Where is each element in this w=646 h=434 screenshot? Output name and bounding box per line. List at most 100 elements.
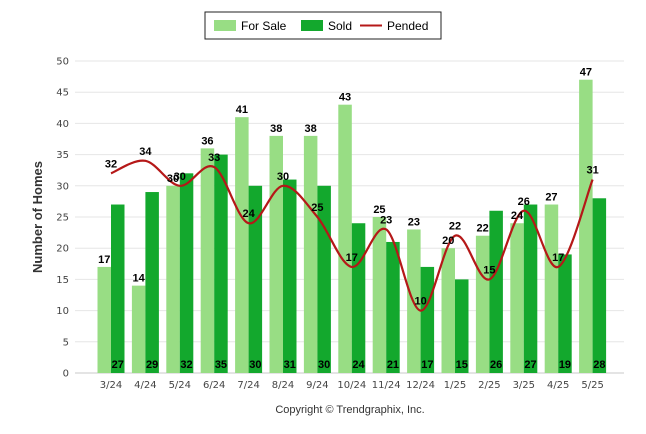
data-label-pended: 32 — [105, 158, 117, 170]
y-axis-title: Number of Homes — [30, 161, 45, 273]
y-tick-label: 35 — [56, 150, 69, 161]
bar-for-sale — [441, 248, 455, 373]
data-label-pended: 26 — [518, 196, 530, 208]
data-label-pended: 34 — [139, 146, 152, 158]
data-label-sold: 29 — [146, 359, 158, 371]
data-label-for-sale: 14 — [133, 273, 146, 285]
x-tick-label: 4/24 — [134, 380, 156, 391]
x-tick-label: 12/24 — [406, 380, 435, 391]
bar-sold — [558, 254, 572, 373]
data-label-sold: 26 — [490, 359, 502, 371]
data-label-sold: 15 — [456, 359, 468, 371]
x-tick-label: 9/24 — [306, 380, 328, 391]
bar-for-sale — [338, 104, 352, 374]
data-label-for-sale: 41 — [236, 104, 248, 116]
y-tick-label: 0 — [63, 369, 69, 380]
bar-sold — [523, 204, 538, 373]
data-label-sold: 17 — [421, 359, 433, 371]
bar-sold — [179, 173, 194, 373]
bar-sold — [455, 279, 469, 373]
bar-for-sale — [131, 285, 146, 373]
data-label-sold: 35 — [215, 359, 227, 371]
data-label-sold: 31 — [284, 359, 296, 371]
x-tick-label: 3/24 — [100, 380, 122, 391]
data-label-pended: 15 — [483, 264, 495, 276]
bar-sold — [248, 185, 263, 373]
y-tick-label: 45 — [56, 88, 69, 99]
data-label-pended: 30 — [277, 171, 289, 183]
pended-series-line — [110, 159, 594, 312]
bar-for-sale — [372, 217, 387, 373]
data-label-for-sale: 20 — [442, 235, 454, 247]
data-label-pended: 30 — [174, 171, 186, 183]
bar-for-sale — [200, 148, 215, 373]
bar-for-sale — [544, 204, 559, 373]
bar-for-sale — [579, 79, 593, 373]
copyright-credit: Copyright © Trendgraphix, Inc. — [275, 404, 424, 416]
bar-sold — [351, 223, 366, 373]
bar-sold — [145, 192, 159, 373]
data-label-for-sale: 27 — [545, 192, 557, 204]
x-tick-label: 5/24 — [169, 380, 191, 391]
bar-sold — [420, 266, 435, 373]
data-label-pended: 25 — [311, 202, 323, 214]
data-label-sold: 30 — [249, 359, 261, 371]
data-label-for-sale: 24 — [511, 210, 524, 222]
y-tick-label: 10 — [56, 306, 69, 317]
bar-for-sale — [235, 117, 249, 373]
data-label-sold: 19 — [559, 359, 571, 371]
x-tick-label: 6/24 — [203, 380, 225, 391]
legend-label: For Sale — [241, 19, 287, 33]
data-label-for-sale: 22 — [477, 223, 489, 235]
data-label-for-sale: 30 — [167, 173, 179, 185]
pended-line — [110, 159, 594, 312]
data-label-pended: 33 — [208, 152, 220, 164]
data-label-pended: 22 — [449, 221, 461, 233]
x-axis: 3/24 4/24 5/24 6/24 7/24 8/24 9/24 10/24 11/24 12… — [100, 380, 604, 391]
legend: For Sale Sold Pended — [204, 11, 442, 40]
data-label-for-sale: 36 — [201, 135, 213, 147]
legend-label: Sold — [328, 19, 352, 33]
data-label-pended: 17 — [552, 252, 564, 264]
x-tick-label: 8/24 — [272, 380, 294, 391]
y-tick-label: 20 — [56, 244, 69, 255]
legend-label: Pended — [387, 19, 428, 33]
data-label-for-sale: 43 — [339, 92, 351, 104]
legend-swatch-for-sale — [214, 20, 236, 31]
bar-for-sale — [166, 185, 180, 373]
bar-for-sale — [303, 135, 318, 373]
data-label-pended: 24 — [242, 208, 255, 220]
y-tick-label: 5 — [63, 337, 69, 348]
x-tick-label: 4/25 — [547, 380, 569, 391]
y-tick-label: 50 — [56, 57, 69, 68]
data-label-for-sale: 38 — [305, 123, 317, 135]
data-label-for-sale: 38 — [270, 123, 282, 135]
legend-swatch-sold — [301, 20, 323, 31]
data-label-sold: 27 — [524, 359, 536, 371]
bar-sold — [592, 198, 607, 373]
y-tick-label: 25 — [56, 213, 69, 224]
bar-sold — [489, 210, 503, 373]
x-tick-label: 2/25 — [478, 380, 500, 391]
x-tick-label: 1/25 — [444, 380, 466, 391]
bar-sold — [386, 241, 400, 373]
data-label-pended: 23 — [380, 214, 392, 226]
bar-sold — [111, 204, 125, 373]
data-label-pended: 31 — [586, 165, 598, 177]
data-label-for-sale: 17 — [98, 254, 110, 266]
bar-for-sale — [97, 266, 111, 373]
bar-for-sale — [475, 235, 490, 373]
data-label-sold: 30 — [318, 359, 330, 371]
x-tick-label: 3/25 — [513, 380, 535, 391]
x-tick-label: 10/24 — [337, 380, 366, 391]
x-tick-label: 7/24 — [237, 380, 259, 391]
bar-sold — [214, 154, 228, 373]
bar-for-sale — [510, 223, 524, 373]
data-label-for-sale: 23 — [408, 216, 420, 228]
x-tick-label: 5/25 — [581, 380, 603, 391]
x-tick-label: 11/24 — [372, 380, 401, 391]
data-label-for-sale: 25 — [373, 204, 385, 216]
data-label-sold: 21 — [387, 359, 399, 371]
